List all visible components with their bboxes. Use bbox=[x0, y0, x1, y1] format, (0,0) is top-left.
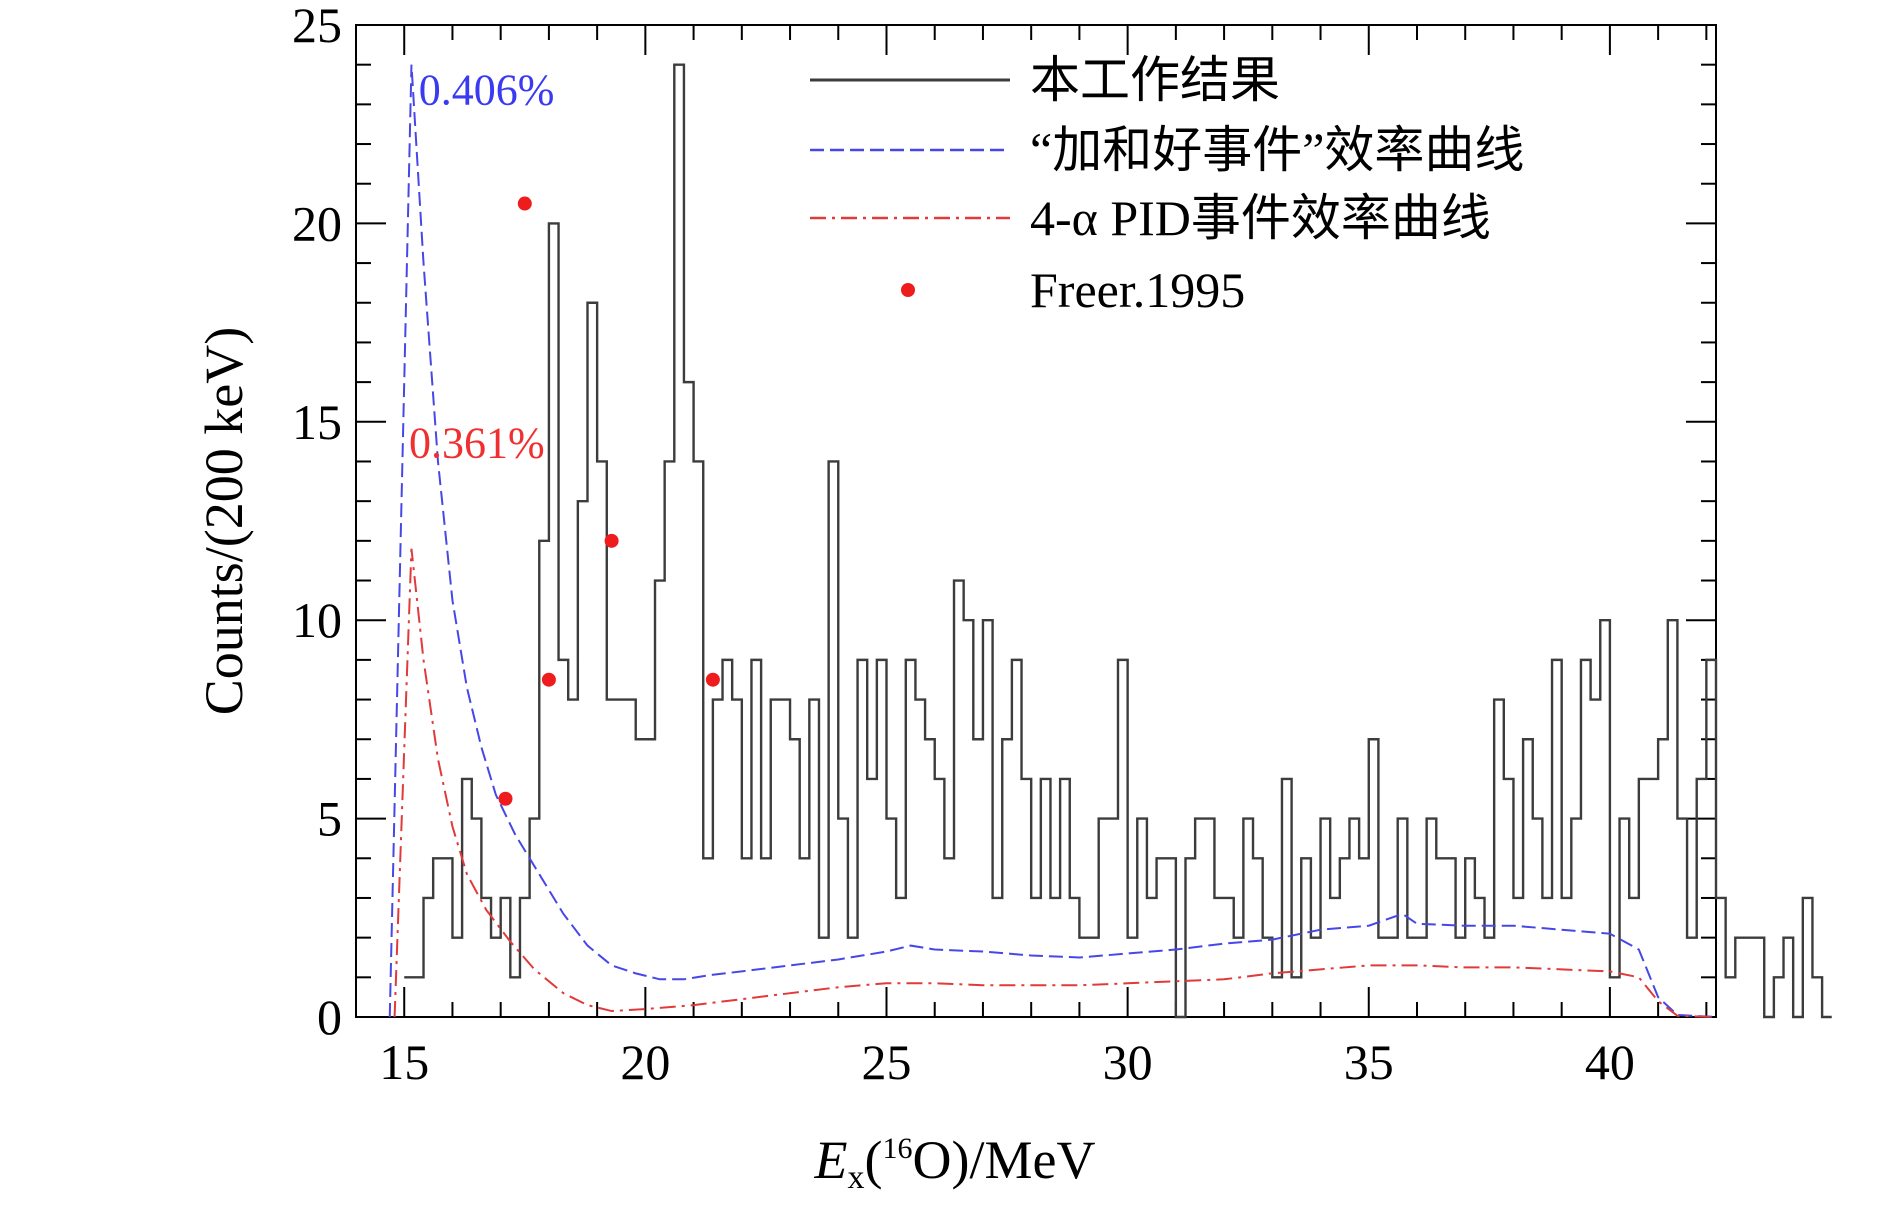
efficiency-curve-sum bbox=[388, 64, 1717, 1018]
percent-annotation: 0.361% bbox=[409, 419, 545, 468]
plot-frame bbox=[355, 24, 1717, 1018]
x-axis-label-sub: x bbox=[848, 1159, 865, 1196]
y-tick-label: 0 bbox=[317, 989, 342, 1045]
x-tick-label: 25 bbox=[861, 1034, 911, 1090]
legend-label: Freer.1995 bbox=[1030, 262, 1245, 318]
y-tick-label: 5 bbox=[317, 791, 342, 847]
histogram-series bbox=[404, 63, 1832, 1019]
tick-labels: 15 20 25 30 35 40 0 5 10 15 20 25 bbox=[292, 0, 1635, 1090]
x-tick-label: 35 bbox=[1344, 1034, 1394, 1090]
annotations: 0.406% 0.361% bbox=[409, 65, 554, 467]
x-tick-label: 40 bbox=[1585, 1034, 1635, 1090]
legend: 本工作结果 “加和好事件”效率曲线 4-α PID事件效率曲线 Freer.1995 bbox=[810, 52, 1524, 318]
legend-label: 4-α PID事件效率曲线 bbox=[1030, 190, 1491, 246]
x-axis-label-tail: )/MeV bbox=[952, 1130, 1096, 1190]
y-tick-label: 10 bbox=[292, 592, 342, 648]
freer-marker bbox=[604, 533, 619, 548]
legend-marker bbox=[901, 283, 915, 297]
axis-ticks bbox=[355, 24, 1716, 1018]
efficiency-curve-pid bbox=[393, 548, 1717, 1018]
x-axis-label: Ex(16O)/MeV bbox=[814, 1130, 1096, 1196]
percent-annotation: 0.406% bbox=[419, 65, 555, 114]
freer-marker bbox=[498, 791, 513, 806]
x-tick-label: 30 bbox=[1103, 1034, 1153, 1090]
x-axis-label-sup: 16 bbox=[883, 1132, 913, 1165]
legend-label: “加和好事件”效率曲线 bbox=[1030, 122, 1524, 178]
freer-marker bbox=[541, 672, 556, 687]
x-axis-label-main: E bbox=[814, 1130, 848, 1190]
y-tick-label: 25 bbox=[292, 0, 342, 53]
freer-marker bbox=[705, 672, 720, 687]
legend-label: 本工作结果 bbox=[1030, 52, 1280, 108]
x-axis-label-element: O bbox=[913, 1130, 952, 1190]
y-tick-label: 20 bbox=[292, 195, 342, 251]
y-axis-label: Counts/(200 keV) bbox=[194, 327, 254, 715]
x-axis-label-open: ( bbox=[865, 1130, 883, 1190]
y-tick-label: 15 bbox=[292, 394, 342, 450]
x-tick-label: 15 bbox=[379, 1034, 429, 1090]
x-tick-label: 20 bbox=[620, 1034, 670, 1090]
freer-marker bbox=[517, 196, 532, 211]
series-layer bbox=[388, 63, 1832, 1019]
